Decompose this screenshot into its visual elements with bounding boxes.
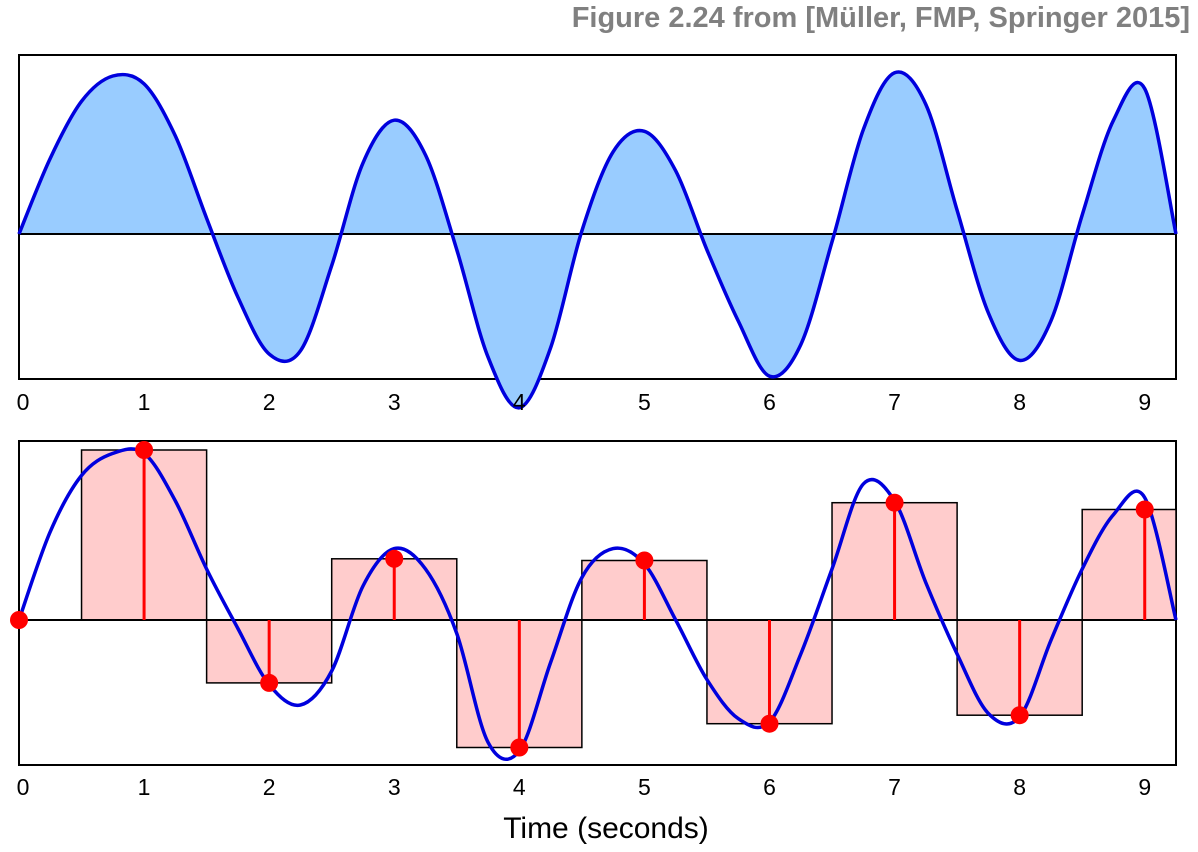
- signal-area-fill: [19, 72, 1176, 408]
- x-axis-label: Time (seconds): [503, 812, 709, 845]
- sample-point-1: [135, 441, 154, 459]
- x-tick-label-8: 8: [1013, 774, 1026, 800]
- sample-point-0: [10, 611, 28, 629]
- x-tick-label-2: 2: [263, 774, 276, 800]
- x-tick-label-5: 5: [638, 774, 651, 800]
- signal-curve: [17, 447, 1178, 761]
- x-tick-label-4: 4: [513, 389, 526, 415]
- x-tick-label-0: 0: [17, 389, 30, 415]
- x-tick-label-6: 6: [763, 389, 776, 415]
- x-tick-label-7: 7: [888, 389, 901, 415]
- sample-point-2: [260, 673, 279, 692]
- x-tick-label-9: 9: [1138, 774, 1151, 800]
- x-tick-label-0: 0: [17, 774, 30, 800]
- x-tick-label-2: 2: [263, 389, 276, 415]
- x-tick-label-4: 4: [513, 774, 526, 800]
- sample-point-5: [635, 551, 654, 570]
- x-tick-label-3: 3: [388, 389, 401, 415]
- plot-frame: [18, 54, 1177, 380]
- x-tick-label-3: 3: [388, 774, 401, 800]
- x-tick-label-1: 1: [138, 389, 151, 415]
- sample-point-6: [760, 714, 779, 733]
- sample-point-7: [885, 493, 904, 512]
- sample-point-4: [510, 738, 529, 757]
- sample-point-9: [1135, 500, 1154, 519]
- hold-box-8: [1081, 508, 1177, 621]
- sample-point-8: [1010, 706, 1029, 725]
- figure-title: Figure 2.24 from [Müller, FMP, Springer …: [571, 2, 1190, 34]
- signal-curve: [17, 70, 1178, 410]
- x-tick-label-5: 5: [638, 389, 651, 415]
- top-panel: 0 1 2 3 4 5 6 7 8 9: [17, 54, 1178, 415]
- x-tick-label-6: 6: [763, 774, 776, 800]
- bottom-panel: 0 1 2 3 4 5 6 7 8 9: [10, 440, 1178, 800]
- x-tick-label-8: 8: [1013, 389, 1026, 415]
- x-tick-label-1: 1: [138, 774, 151, 800]
- x-tick-label-7: 7: [888, 774, 901, 800]
- x-tick-label-9: 9: [1138, 389, 1151, 415]
- sample-point-3: [385, 549, 404, 568]
